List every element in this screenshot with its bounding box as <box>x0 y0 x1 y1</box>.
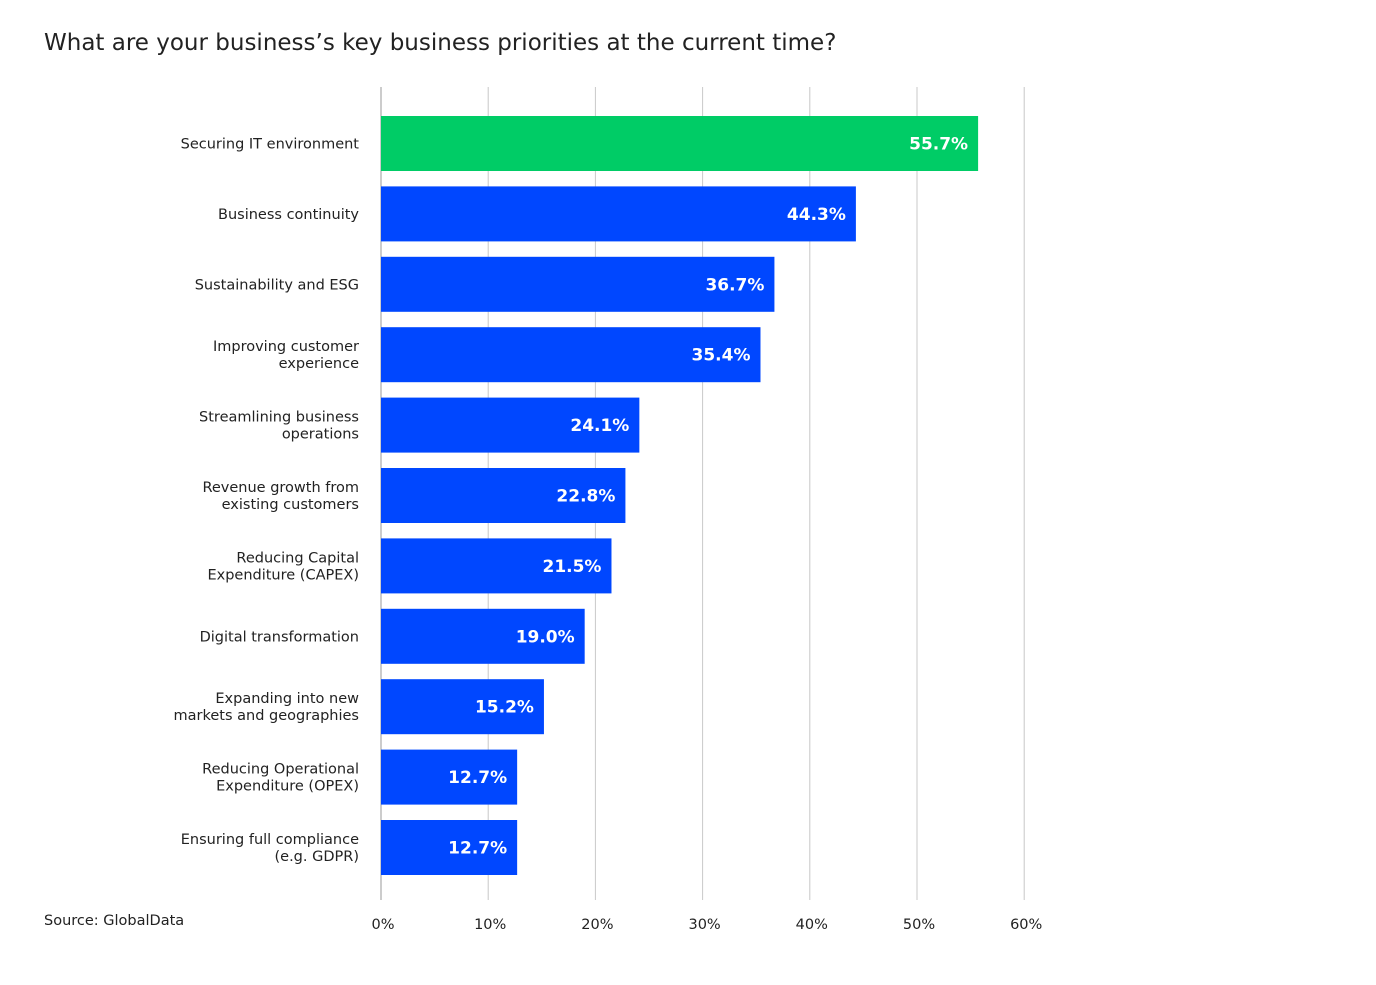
bar <box>381 538 612 594</box>
bar <box>381 468 626 523</box>
bar-value-label: 24.1% <box>570 416 629 436</box>
category-label: Securing IT environment <box>181 137 360 153</box>
bar-value-label: 12.7% <box>448 839 507 859</box>
bar-value-label: 12.7% <box>448 768 507 788</box>
x-tick-label: 0% <box>371 917 394 933</box>
bar <box>381 397 640 453</box>
category-label: Revenue growth from existing customers <box>202 480 359 513</box>
x-tick-label: 10% <box>474 917 506 933</box>
bar-value-label: 15.2% <box>475 698 534 718</box>
x-tick-label: 50% <box>903 917 935 933</box>
x-tick-label: 30% <box>688 917 720 933</box>
bar-value-label: 35.4% <box>692 346 751 366</box>
bar-value-label: 36.7% <box>705 275 764 295</box>
category-label: Digital transformation <box>200 629 359 645</box>
category-label: Ensuring full compliance (e.g. GDPR) <box>181 832 359 865</box>
bar-value-label: 22.8% <box>556 487 615 507</box>
category-label: Improving customer experience <box>213 339 359 372</box>
bar <box>381 820 518 875</box>
bar <box>381 327 761 383</box>
x-axis-ticks: 0% 10% 20% 30% 40% 50% 60% <box>371 917 1042 933</box>
bar <box>381 679 544 735</box>
bar <box>381 749 518 805</box>
x-tick-label: 20% <box>581 917 613 933</box>
category-label: Streamlining business operations <box>199 410 359 443</box>
bar <box>381 116 979 171</box>
bar-value-label: 21.5% <box>542 557 601 577</box>
category-label: Reducing Operational Expenditure (OPEX) <box>202 762 359 795</box>
category-label: Expanding into new markets and geographie… <box>174 691 360 724</box>
category-label: Reducing Capital Expenditure (CAPEX) <box>207 550 359 583</box>
chart-title: What are your business’s key business pr… <box>44 30 837 56</box>
bar-value-label: 44.3% <box>787 205 846 225</box>
bar-value-label: 19.0% <box>516 627 575 647</box>
bar <box>381 186 856 242</box>
bar <box>381 608 585 664</box>
category-labels: Securing IT environment Business continui… <box>174 137 360 866</box>
category-label: Business continuity <box>218 207 359 223</box>
source-note: Source: GlobalData <box>44 913 185 929</box>
bars: 55.7% 44.3% 36.7% 35.4% 24.1% 22.8% 21.5% 19.0%… <box>381 116 979 875</box>
bar <box>381 256 775 312</box>
category-label: Sustainability and ESG <box>195 277 359 293</box>
x-tick-label: 40% <box>796 917 828 933</box>
bar-value-label: 55.7% <box>909 135 968 155</box>
x-tick-label: 60% <box>1010 917 1042 933</box>
